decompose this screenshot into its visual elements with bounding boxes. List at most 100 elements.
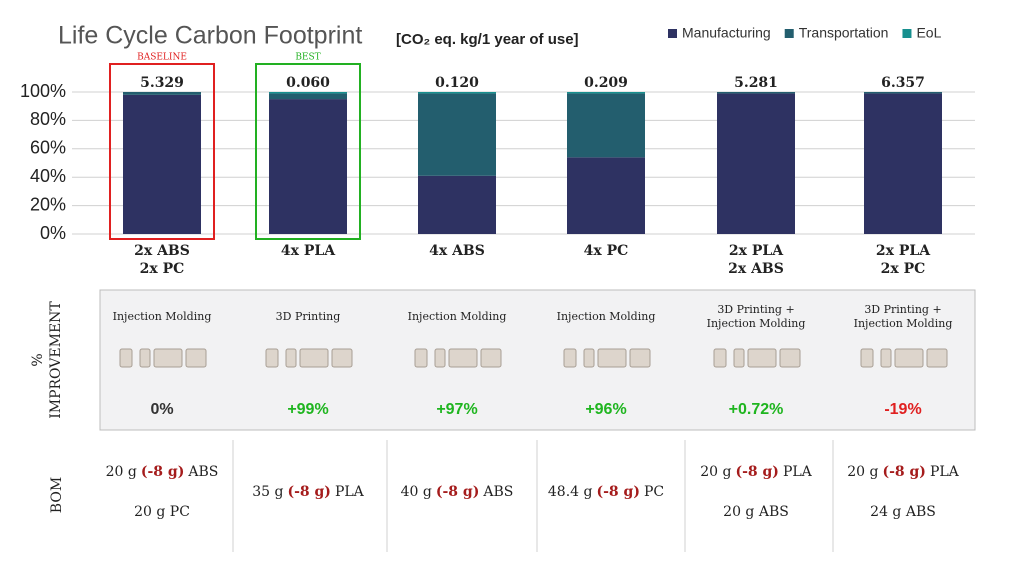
- improvement-value: +99%: [287, 401, 328, 418]
- bom-delta: (-8 g): [287, 484, 330, 500]
- bom-line: 35 g (-8 g) PLA: [252, 484, 364, 500]
- bom-delta: (-8 g): [436, 484, 479, 500]
- part-icon: [139, 348, 151, 368]
- total-label: 5.329: [140, 75, 184, 91]
- bom-line: 24 g ABS: [870, 504, 936, 520]
- part-icon: [414, 348, 428, 368]
- part-icon: [265, 348, 279, 368]
- process-label: Injection Molding: [557, 310, 656, 323]
- process-label: 3D Printing: [276, 310, 341, 323]
- improvement-value: 0%: [150, 401, 173, 418]
- bar-segment: [418, 175, 496, 234]
- row-label-line: %: [30, 353, 46, 366]
- y-tick-label: 60%: [30, 138, 66, 158]
- legend-swatch: [668, 29, 677, 38]
- bar-segment: [418, 93, 496, 176]
- bom-text: 20 g ABS: [723, 504, 789, 520]
- bom-text: 40 g: [401, 484, 432, 500]
- part-icon: [434, 348, 446, 368]
- bom-text: PLA: [930, 464, 960, 480]
- bom-text: ABS: [187, 464, 218, 480]
- legend-swatch: [784, 29, 794, 38]
- bom-line: 20 g (-8 g) PLA: [700, 464, 812, 480]
- highlight-label: BEST: [295, 53, 320, 63]
- part-icon: [185, 348, 207, 368]
- part-icon: [747, 348, 777, 368]
- x-tick-label: 2x ABS: [728, 261, 784, 277]
- total-label: 6.357: [881, 75, 925, 91]
- total-label: 0.120: [435, 75, 479, 91]
- bom-text: 20 g: [700, 464, 731, 480]
- bar-segment: [418, 92, 496, 94]
- improvement-value: +0.72%: [729, 401, 784, 418]
- part-icon: [880, 348, 892, 368]
- bom-line: 48.4 g (-8 g) PC: [548, 484, 664, 500]
- bar-segment: [567, 93, 645, 158]
- x-tick-label: 4x ABS: [429, 243, 485, 259]
- part-icon: [448, 348, 478, 368]
- process-label: 3D Printing +: [717, 303, 794, 316]
- part-icon: [119, 348, 133, 368]
- legend-label: Manufacturing: [682, 25, 771, 41]
- x-tick-label: 2x ABS: [134, 243, 190, 259]
- bom-line: 20 g (-8 g) ABS: [106, 464, 219, 480]
- part-icon: [583, 348, 595, 368]
- legend-label: EoL: [916, 25, 941, 41]
- part-icon: [331, 348, 353, 368]
- part-icon: [597, 348, 627, 368]
- total-label: 5.281: [734, 75, 778, 91]
- bom-text: 24 g ABS: [870, 504, 936, 520]
- bom-line: 20 g ABS: [723, 504, 789, 520]
- x-tick-label: 2x PLA: [729, 243, 784, 259]
- part-icon: [629, 348, 651, 368]
- row-label-line: IMPROVEMENT: [48, 301, 64, 419]
- process-label: Injection Molding: [707, 317, 806, 330]
- bom-line: 20 g PC: [134, 504, 190, 520]
- bar-segment: [717, 92, 795, 94]
- x-tick-label: 2x PC: [140, 261, 185, 277]
- improvement-panel: [99, 289, 976, 431]
- process-label: Injection Molding: [854, 317, 953, 330]
- highlight-label: BASELINE: [137, 53, 187, 63]
- part-icon: [563, 348, 577, 368]
- highlight-box: [109, 63, 215, 240]
- bar-segment: [269, 92, 347, 94]
- bom-text: PLA: [335, 484, 365, 500]
- y-tick-label: 40%: [30, 166, 66, 186]
- x-tick-label: 2x PLA: [876, 243, 931, 259]
- process-label: 3D Printing +: [864, 303, 941, 316]
- bar-segment: [123, 92, 201, 95]
- bar-segment: [717, 93, 795, 234]
- row-label: BOM: [49, 477, 65, 513]
- bar-segment: [269, 93, 347, 100]
- bar-segment: [567, 157, 645, 234]
- chart-subtitle: [CO₂ eq. kg/1 year of use]: [396, 31, 579, 48]
- part-icon: [779, 348, 801, 368]
- bom-text: ABS: [482, 484, 513, 500]
- y-tick-label: 100%: [20, 81, 66, 101]
- part-icon: [894, 348, 924, 368]
- part-icon: [733, 348, 745, 368]
- bom-delta: (-8 g): [882, 464, 925, 480]
- bom-text: 35 g: [252, 484, 283, 500]
- bar-segment: [864, 92, 942, 94]
- bom-text: PLA: [783, 464, 813, 480]
- highlight-box: [255, 63, 361, 240]
- improvement-value: +97%: [436, 401, 477, 418]
- legend-label: Transportation: [799, 25, 889, 41]
- bom-delta: (-8 g): [141, 464, 184, 480]
- x-tick-label: 4x PC: [584, 243, 629, 259]
- bar-segment: [864, 93, 942, 234]
- bar-segment: [123, 94, 201, 234]
- part-icon: [153, 348, 183, 368]
- x-tick-label: 2x PC: [881, 261, 926, 277]
- bom-line: 40 g (-8 g) ABS: [401, 484, 514, 500]
- y-tick-label: 20%: [30, 194, 66, 214]
- part-icon: [480, 348, 502, 368]
- process-label: Injection Molding: [408, 310, 507, 323]
- total-label: 0.209: [584, 75, 628, 91]
- y-tick-label: 80%: [30, 109, 66, 129]
- bar-segment: [269, 99, 347, 234]
- row-label: % IMPROVEMENT: [30, 301, 64, 419]
